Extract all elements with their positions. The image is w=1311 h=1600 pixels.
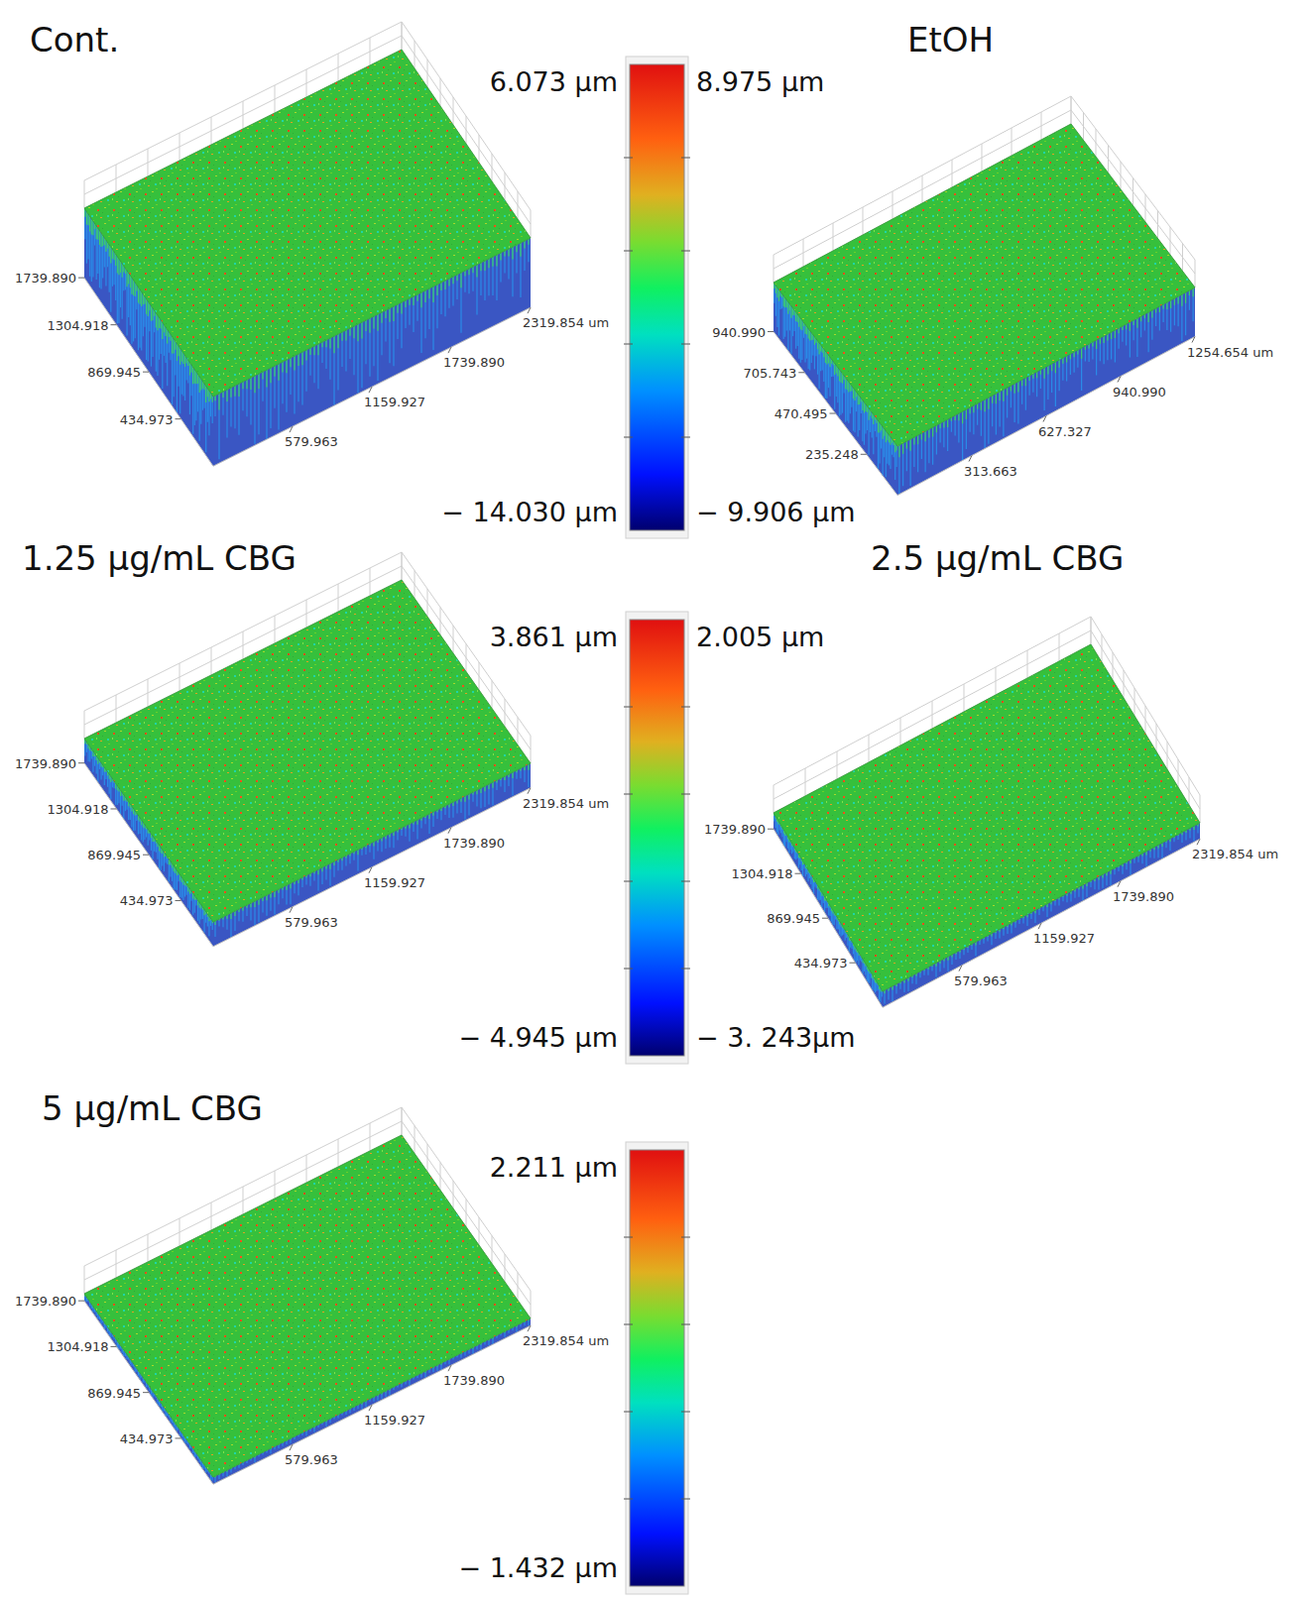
svg-text:1159.927: 1159.927 — [1033, 931, 1095, 947]
svg-text:627.327: 627.327 — [1038, 424, 1092, 440]
svg-text:235.248: 235.248 — [805, 447, 859, 463]
svg-text:434.973: 434.973 — [119, 1431, 174, 1447]
svg-text:1.25 µg/mL CBG: 1.25 µg/mL CBG — [21, 538, 297, 579]
svg-text:313.663: 313.663 — [963, 464, 1018, 479]
svg-text:869.945: 869.945 — [87, 364, 141, 380]
svg-text:434.973: 434.973 — [119, 412, 174, 428]
svg-text:940.990: 940.990 — [712, 325, 766, 341]
svg-text:1254.654 um: 1254.654 um — [1187, 345, 1274, 360]
svg-text:2319.854 um: 2319.854 um — [522, 315, 609, 331]
svg-text:EtOH: EtOH — [907, 19, 994, 60]
svg-text:− 9.906 µm: − 9.906 µm — [696, 496, 856, 528]
svg-text:− 4.945 µm: − 4.945 µm — [458, 1022, 618, 1054]
svg-text:3.861 µm: 3.861 µm — [489, 621, 618, 653]
svg-text:1739.890: 1739.890 — [14, 1294, 77, 1310]
svg-text:2319.854 um: 2319.854 um — [1191, 846, 1279, 862]
svg-text:940.990: 940.990 — [1112, 384, 1167, 400]
svg-text:2319.854 um: 2319.854 um — [522, 796, 609, 812]
svg-text:579.963: 579.963 — [284, 434, 339, 450]
svg-text:8.975 µm: 8.975 µm — [696, 66, 825, 98]
svg-text:1159.927: 1159.927 — [363, 1413, 426, 1429]
svg-text:705.743: 705.743 — [742, 365, 797, 381]
svg-text:5 µg/mL CBG: 5 µg/mL CBG — [41, 1088, 263, 1129]
svg-text:869.945: 869.945 — [766, 911, 821, 927]
svg-text:579.963: 579.963 — [953, 973, 1008, 989]
svg-text:869.945: 869.945 — [87, 847, 141, 863]
svg-text:2319.854 um: 2319.854 um — [522, 1333, 609, 1349]
svg-text:1159.927: 1159.927 — [363, 875, 426, 891]
svg-text:2.211 µm: 2.211 µm — [489, 1152, 618, 1184]
svg-text:− 1.432 µm: − 1.432 µm — [458, 1552, 618, 1584]
svg-text:1739.890: 1739.890 — [443, 355, 505, 370]
svg-text:579.963: 579.963 — [284, 915, 339, 931]
svg-text:1739.890: 1739.890 — [443, 835, 505, 851]
svg-text:1739.890: 1739.890 — [443, 1373, 505, 1389]
svg-text:1739.890: 1739.890 — [1112, 889, 1175, 905]
svg-text:1159.927: 1159.927 — [363, 394, 426, 410]
svg-text:1304.918: 1304.918 — [46, 802, 109, 818]
svg-text:869.945: 869.945 — [87, 1386, 141, 1402]
svg-text:1739.890: 1739.890 — [14, 270, 77, 286]
svg-text:1739.890: 1739.890 — [704, 822, 766, 837]
svg-text:− 3. 243µm: − 3. 243µm — [696, 1022, 856, 1054]
svg-text:1304.918: 1304.918 — [730, 866, 793, 882]
svg-text:Cont.: Cont. — [29, 19, 120, 60]
svg-text:434.973: 434.973 — [794, 955, 848, 971]
svg-text:− 14.030 µm: − 14.030 µm — [441, 496, 618, 528]
svg-text:434.973: 434.973 — [119, 893, 174, 909]
svg-text:579.963: 579.963 — [284, 1452, 339, 1468]
svg-text:2.5 µg/mL CBG: 2.5 µg/mL CBG — [870, 538, 1124, 579]
svg-text:6.073 µm: 6.073 µm — [489, 66, 618, 98]
svg-text:1304.918: 1304.918 — [46, 318, 109, 334]
svg-text:2.005 µm: 2.005 µm — [696, 621, 825, 653]
svg-text:1739.890: 1739.890 — [14, 756, 77, 772]
svg-text:1304.918: 1304.918 — [46, 1339, 109, 1355]
svg-text:470.495: 470.495 — [774, 406, 829, 422]
